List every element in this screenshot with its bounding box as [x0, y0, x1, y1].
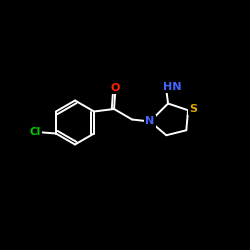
- Text: N: N: [146, 116, 155, 126]
- Text: HN: HN: [162, 82, 181, 92]
- Text: S: S: [190, 104, 198, 114]
- Text: Cl: Cl: [30, 127, 41, 137]
- Text: O: O: [110, 83, 120, 93]
